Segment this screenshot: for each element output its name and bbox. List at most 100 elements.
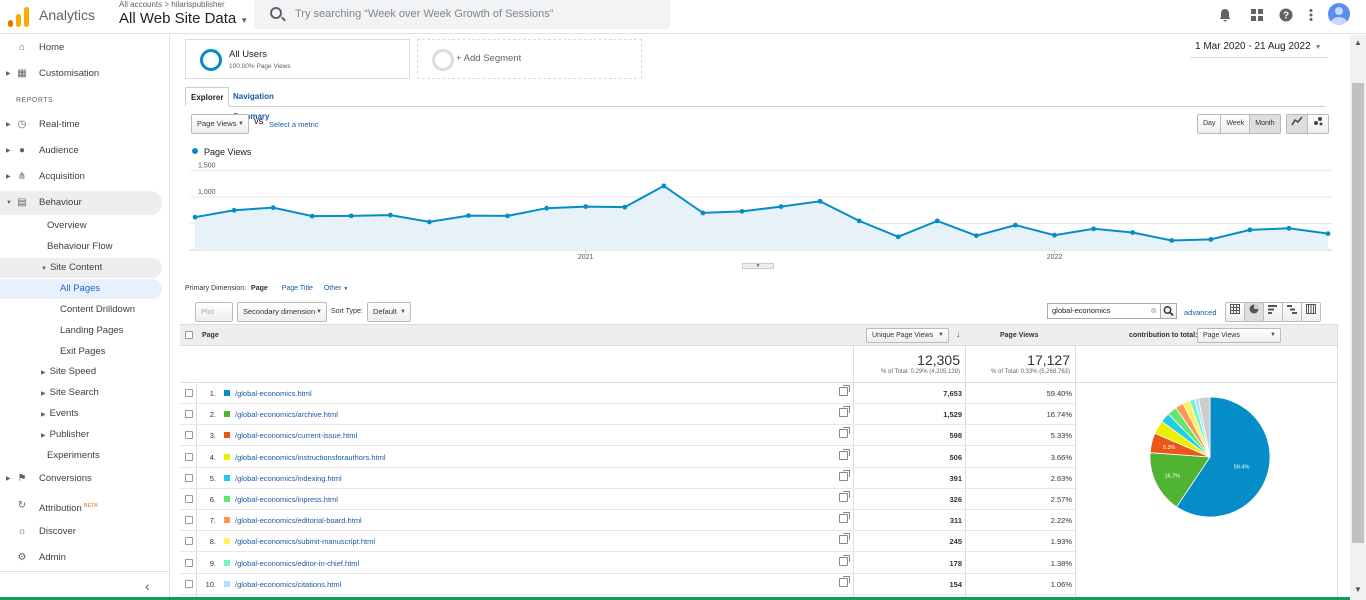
month-button[interactable]: Month [1250, 115, 1280, 133]
unique-pageviews-select[interactable]: Unique Page Views ▼ [866, 328, 949, 343]
select-all-checkbox[interactable] [185, 331, 193, 339]
contribution-select[interactable]: Page Views ▼ [1197, 328, 1281, 343]
sidebar-item-experiments[interactable]: Experiments [47, 450, 100, 461]
data-point[interactable] [934, 218, 940, 224]
open-link-icon[interactable] [839, 385, 850, 396]
row-checkbox[interactable] [185, 558, 193, 567]
open-link-icon[interactable] [839, 554, 850, 566]
sidebar-item-site-search[interactable]: ▶ Site Search [0, 383, 162, 403]
line-chart-icon[interactable] [1287, 115, 1308, 133]
page-link[interactable]: /global-economics/editor-in-chief.html [235, 558, 360, 568]
data-point[interactable] [1052, 232, 1057, 238]
sidebar-item-content-drilldown[interactable]: Content Drilldown [60, 304, 135, 315]
row-checkbox[interactable] [185, 579, 193, 588]
more-vert-icon[interactable] [1304, 8, 1318, 22]
clear-icon[interactable]: ⊗ [1150, 306, 1157, 315]
page-link[interactable]: /global-economics.html [235, 389, 312, 398]
help-icon[interactable]: ? [1279, 8, 1293, 22]
data-point[interactable] [544, 205, 550, 211]
row-checkbox[interactable] [185, 410, 193, 419]
data-point[interactable] [973, 233, 979, 239]
open-link-icon[interactable] [839, 469, 850, 481]
add-segment-button[interactable]: + Add Segment [417, 39, 642, 79]
sidebar-item-realtime[interactable]: ▶ ◷ Real-time [0, 113, 162, 137]
data-point[interactable] [1169, 238, 1175, 243]
sidebar-item-home[interactable]: ⌂ Home [0, 36, 162, 60]
sidebar-item-customisation[interactable]: ▶ ▦ Customisation [0, 62, 162, 86]
page-link[interactable]: /global-economics/indexing.html [235, 473, 342, 483]
row-checkbox[interactable] [185, 537, 193, 546]
sidebar-item-audience[interactable]: ▶ ● Audience [0, 139, 162, 163]
sort-desc-icon[interactable]: ↓ [956, 329, 961, 339]
row-checkbox[interactable] [185, 431, 193, 440]
select-metric-link[interactable]: Select a metric [269, 120, 319, 129]
data-point[interactable] [817, 198, 823, 204]
sort-type-select[interactable]: Default ▼ [367, 302, 411, 322]
row-checkbox[interactable] [185, 473, 193, 482]
data-point[interactable] [192, 214, 198, 220]
data-point[interactable] [231, 207, 237, 213]
data-point[interactable] [622, 204, 628, 210]
sidebar-item-all-pages[interactable]: All Pages [0, 279, 162, 299]
row-checkbox[interactable] [185, 452, 193, 461]
plot-rows-button[interactable]: Plot Rows [195, 302, 233, 334]
data-point[interactable] [270, 205, 276, 211]
sidebar-item-attribution[interactable]: ↻ Attribution BETA [0, 494, 162, 518]
open-link-icon[interactable] [839, 533, 850, 545]
pivot-view-icon[interactable] [1302, 303, 1320, 321]
segment-all-users[interactable]: All Users 100.00% Page Views [185, 39, 410, 79]
chart-drag-handle[interactable]: ▼ [742, 263, 774, 269]
data-point[interactable] [661, 183, 667, 189]
sidebar-item-site-speed[interactable]: ▶ Site Speed [0, 362, 162, 382]
col-pageviews-header[interactable]: Page Views [1000, 332, 1039, 339]
search-input[interactable]: Try searching “Week over Week Growth of … [254, 0, 670, 29]
tab-navigation-summary[interactable]: Navigation Summary [233, 92, 274, 121]
account-breadcrumb[interactable]: All accounts > hilarispublisher [119, 0, 225, 9]
page-link[interactable]: /global-economics/inpress.html [235, 495, 338, 504]
metric-select[interactable]: Page Views ▼ [191, 114, 249, 134]
data-point[interactable] [1247, 227, 1253, 233]
day-button[interactable]: Day [1198, 115, 1222, 133]
open-link-icon[interactable] [839, 491, 850, 502]
date-range-picker[interactable]: 1 Mar 2020 - 21 Aug 2022 ▼ [1195, 41, 1322, 52]
table-view-icon[interactable] [1226, 303, 1245, 321]
sidebar-item-conversions[interactable]: ▶ ⚑ Conversions [0, 467, 162, 491]
sidebar-item-exit-pages[interactable]: Exit Pages [60, 346, 106, 357]
data-point[interactable] [348, 213, 354, 219]
week-button[interactable]: Week [1221, 115, 1251, 133]
page-link[interactable]: /global-economics/archive.html [235, 410, 338, 420]
app-name[interactable]: Analytics [39, 7, 96, 23]
data-point[interactable] [1013, 222, 1018, 228]
sidebar-item-discover[interactable]: ☼ Discover [0, 520, 162, 544]
performance-view-icon[interactable] [1264, 303, 1283, 321]
sidebar-item-events[interactable]: ▶ Events [0, 404, 162, 424]
data-point[interactable] [895, 234, 901, 240]
open-link-icon[interactable] [839, 406, 850, 418]
secondary-dimension-select[interactable]: Secondary dimension ▼ [237, 302, 327, 322]
data-point[interactable] [1130, 230, 1136, 235]
page-link[interactable]: /global-economics/citations.html [235, 579, 342, 589]
data-point[interactable] [387, 212, 393, 218]
page-link[interactable]: /global-economics/editorial-board.html [235, 516, 362, 526]
data-point[interactable] [309, 213, 315, 219]
pie-slice[interactable] [1176, 396, 1271, 518]
data-point[interactable] [1208, 237, 1214, 242]
open-link-icon[interactable] [839, 448, 850, 460]
sidebar-item-behaviour[interactable]: ▼ ▤ Behaviour [0, 191, 162, 215]
comparison-view-icon[interactable] [1283, 303, 1302, 321]
sidebar-item-admin[interactable]: ⚙ Admin [0, 546, 162, 570]
row-checkbox[interactable] [185, 389, 193, 397]
bell-icon[interactable] [1218, 8, 1232, 22]
row-checkbox[interactable] [185, 516, 193, 525]
data-point[interactable] [739, 208, 745, 214]
row-checkbox[interactable] [185, 495, 193, 503]
sidebar-item-overview[interactable]: Overview [47, 220, 87, 231]
scrollbar-thumb[interactable] [1352, 83, 1364, 543]
view-selector[interactable]: All Web Site Data ▼ [119, 10, 248, 27]
page-link[interactable]: /global-economics/submit-manuscript.html [235, 537, 376, 547]
sidebar-item-site-content[interactable]: ▼ Site Content [0, 258, 162, 278]
data-point[interactable] [1325, 231, 1331, 236]
dimension-page-title[interactable]: Page Title [281, 285, 313, 292]
advanced-filter-link[interactable]: advanced [1184, 308, 1217, 317]
pie-view-icon[interactable] [1245, 303, 1264, 321]
